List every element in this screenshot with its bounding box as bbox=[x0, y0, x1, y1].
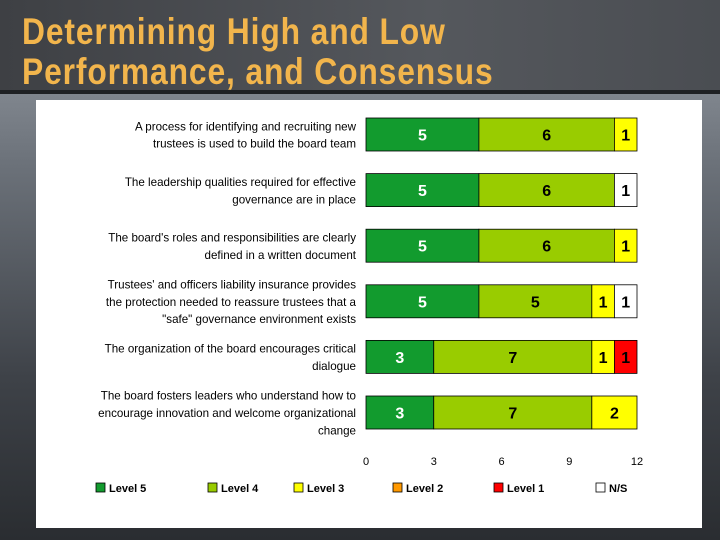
category-label-line: governance are in place bbox=[232, 193, 356, 206]
data-label: 5 bbox=[418, 294, 427, 311]
data-label: 2 bbox=[610, 406, 619, 423]
legend-swatch bbox=[595, 482, 606, 493]
category-label-line: the protection needed to reassure truste… bbox=[106, 296, 357, 309]
data-label: 5 bbox=[418, 239, 427, 256]
category-label-line: A process for identifying and recruiting… bbox=[135, 120, 357, 133]
category-label-line: Trustees' and officers liability insuran… bbox=[108, 278, 357, 291]
category-label: The board fosters leaders who understand… bbox=[98, 390, 356, 438]
data-label: 5 bbox=[418, 183, 427, 200]
category-label: A process for identifying and recruiting… bbox=[135, 120, 357, 150]
bar-segment bbox=[614, 117, 638, 152]
data-label: 5 bbox=[531, 294, 540, 311]
bar-segment bbox=[433, 395, 593, 430]
legend-label: Level 1 bbox=[507, 483, 544, 495]
category-label-line: The leadership qualities required for ef… bbox=[125, 176, 356, 189]
title-bar: Determining High and Low Performance, an… bbox=[0, 0, 720, 92]
x-tick-label: 0 bbox=[363, 456, 369, 468]
category-label-line: dialogue bbox=[312, 360, 356, 373]
x-tick-label: 3 bbox=[431, 456, 437, 468]
bar-segment bbox=[614, 173, 638, 207]
x-tick-label: 6 bbox=[498, 456, 504, 468]
bar-segment bbox=[614, 284, 638, 319]
data-label: 3 bbox=[395, 350, 404, 367]
slide-title-line-2: Performance, and Consensus bbox=[22, 51, 494, 92]
data-label: 6 bbox=[542, 239, 551, 256]
data-label: 1 bbox=[599, 294, 608, 311]
category-label: The organization of the board encourages… bbox=[105, 343, 356, 373]
category-label-line: The board's roles and responsibilities a… bbox=[108, 232, 356, 245]
legend-label: N/S bbox=[609, 483, 627, 495]
title-underline bbox=[0, 90, 720, 94]
category-label-line: defined in a written document bbox=[205, 249, 357, 262]
bar-segment bbox=[365, 228, 480, 263]
slide-title-line-1: Determining High and Low bbox=[22, 11, 446, 52]
category-label-line: The board fosters leaders who understand… bbox=[101, 390, 356, 403]
bar-segment bbox=[365, 173, 480, 207]
slide-title: Determining High and Low Performance, an… bbox=[22, 12, 494, 92]
category-label-line: trustees is used to build the board team bbox=[153, 138, 356, 151]
category-label: The board's roles and responsibilities a… bbox=[108, 232, 357, 262]
data-label: 1 bbox=[621, 350, 630, 367]
bar-segment bbox=[614, 228, 638, 263]
bar-segment bbox=[591, 395, 638, 430]
category-label-line: "safe" governance environment exists bbox=[162, 313, 356, 326]
data-label: 7 bbox=[508, 350, 517, 367]
legend-swatch bbox=[493, 482, 504, 493]
category-label-line: The organization of the board encourages… bbox=[105, 343, 356, 356]
legend-swatch bbox=[207, 482, 218, 493]
data-label: 3 bbox=[395, 406, 404, 423]
legend-swatch bbox=[392, 482, 403, 493]
bar-segment bbox=[433, 339, 593, 374]
legend-swatch bbox=[95, 482, 106, 493]
bar-segment bbox=[365, 117, 480, 152]
data-label: 1 bbox=[621, 294, 630, 311]
bar-segment bbox=[365, 284, 480, 319]
data-label: 1 bbox=[621, 239, 630, 256]
data-label: 6 bbox=[542, 183, 551, 200]
legend-label: Level 3 bbox=[307, 483, 344, 495]
bar-segment bbox=[478, 117, 615, 152]
category-label: The leadership qualities required for ef… bbox=[125, 176, 356, 206]
data-label: 7 bbox=[508, 406, 517, 423]
bar-segment bbox=[365, 339, 435, 374]
stacked-bar-chart: A process for identifying and recruiting… bbox=[95, 117, 643, 495]
legend-swatch bbox=[293, 482, 304, 493]
category-label-line: change bbox=[318, 424, 356, 437]
legend-label: Level 5 bbox=[109, 483, 146, 495]
data-label: 1 bbox=[621, 128, 630, 145]
legend-label: Level 4 bbox=[221, 483, 259, 495]
legend-label: Level 2 bbox=[406, 483, 443, 495]
bar-segment bbox=[614, 339, 638, 374]
bar-segment bbox=[478, 228, 615, 263]
category-label-line: encourage innovation and welcome organiz… bbox=[98, 407, 356, 420]
data-label: 1 bbox=[599, 350, 608, 367]
chart-panel: A process for identifying and recruiting… bbox=[36, 100, 702, 528]
bar-segment bbox=[478, 284, 593, 319]
bar-segment bbox=[478, 173, 615, 207]
x-tick-label: 12 bbox=[631, 456, 643, 468]
data-label: 6 bbox=[542, 128, 551, 145]
data-label: 5 bbox=[418, 128, 427, 145]
x-tick-label: 9 bbox=[566, 456, 572, 468]
bar-segment bbox=[365, 395, 435, 430]
data-label: 1 bbox=[621, 183, 630, 200]
category-label: Trustees' and officers liability insuran… bbox=[106, 278, 357, 326]
